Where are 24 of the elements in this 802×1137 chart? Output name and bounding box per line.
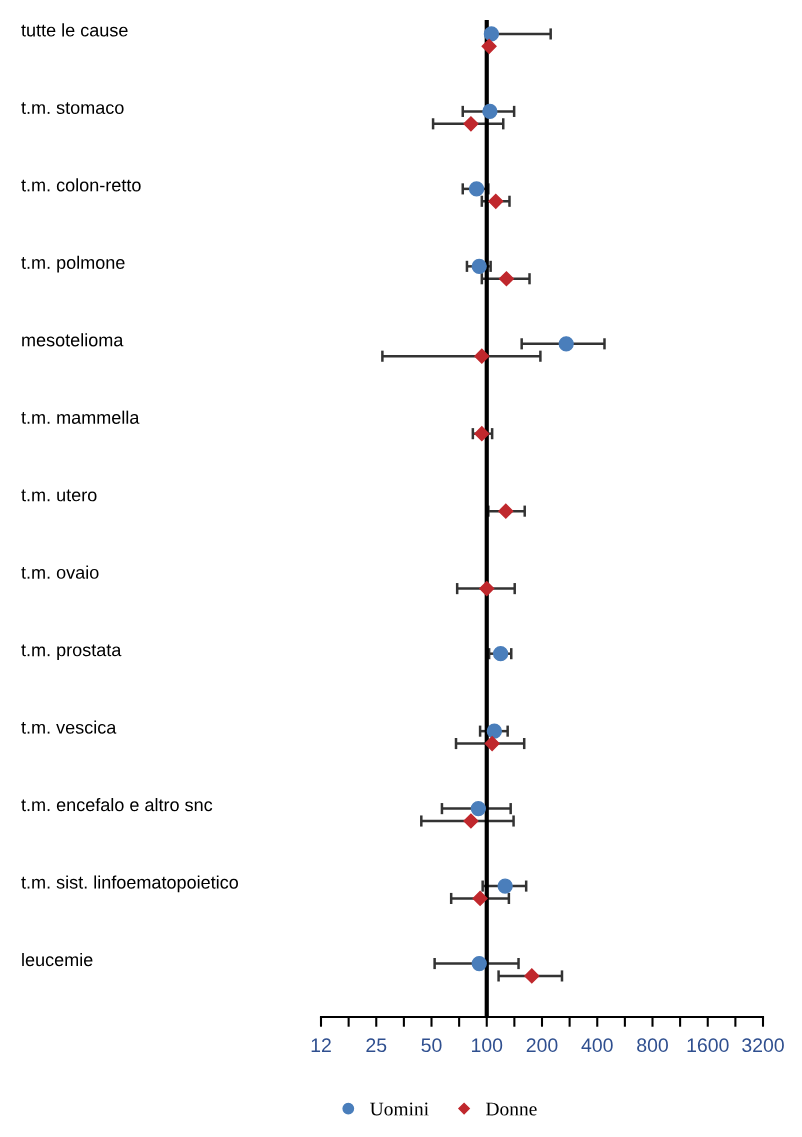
y-tick-label: t.m. vescica	[21, 720, 117, 734]
y-tick-label: t.m. mammella	[21, 410, 140, 424]
y-tick-label: t.m. ovaio	[21, 565, 99, 579]
y-tick-label: leucemie	[22, 952, 93, 967]
x-tick-label: 800	[637, 1038, 668, 1053]
y-tick-label: t.m. prostata	[21, 644, 122, 660]
x-tick-label: 200	[526, 1038, 558, 1053]
x-tick-label: 100	[472, 1038, 503, 1053]
legend-label: Donne	[486, 1102, 537, 1116]
y-tick-label: tutte le cause	[21, 23, 128, 37]
legend-label: Uomini	[370, 1102, 429, 1116]
y-tick-label: t.m. colon-retto	[21, 178, 141, 192]
x-tick-label: 12	[311, 1038, 331, 1052]
x-tick-label: 25	[366, 1038, 387, 1053]
x-tick-label: 50	[421, 1038, 442, 1053]
x-tick-label: 3200	[742, 1038, 784, 1053]
x-tick-label: 400	[581, 1038, 613, 1053]
y-tick-label: mesotelioma	[22, 333, 124, 347]
x-tick-label: 1600	[687, 1038, 729, 1053]
y-tick-label: t.m. sist. linfoematopoietico	[21, 875, 238, 893]
y-tick-label: t.m. polmone	[21, 255, 125, 273]
y-tick-label: t.m. stomaco	[21, 102, 124, 115]
y-tick-label: t.m. encefalo e altro snc	[21, 797, 213, 812]
y-tick-label: t.m. utero	[21, 489, 97, 502]
